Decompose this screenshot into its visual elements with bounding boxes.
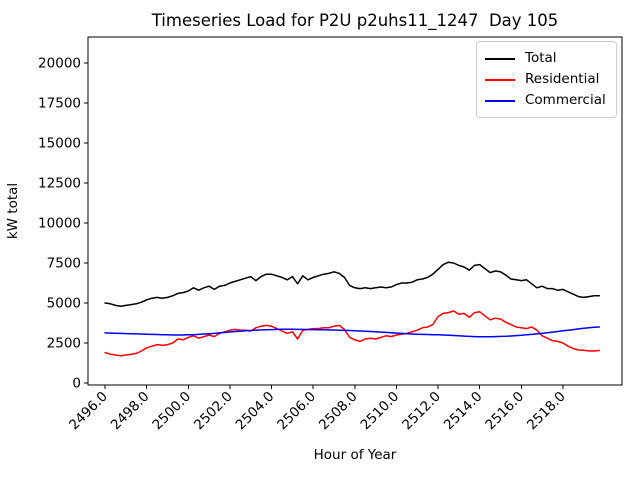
y-tick-label: 12500 <box>38 176 81 192</box>
series-line-commercial <box>104 326 601 338</box>
x-tick-label: 2506.0 <box>274 389 319 434</box>
y-tick-label: 7500 <box>47 256 81 272</box>
y-axis-label: kW total <box>5 182 21 240</box>
y-tick-label: 10000 <box>38 216 81 232</box>
y-tick-label: 5000 <box>47 296 81 312</box>
legend-item-residential: Residential <box>485 69 608 90</box>
x-tick-label: 2508.0 <box>316 389 361 434</box>
x-tick-label: 2512.0 <box>399 389 444 434</box>
x-tick-label: 2502.0 <box>191 389 236 434</box>
y-tick-label: 2500 <box>47 336 81 352</box>
x-tick-label: 2498.0 <box>108 389 153 434</box>
x-tick-label: 2500.0 <box>149 389 194 434</box>
legend-label-total: Total <box>525 50 557 66</box>
legend-label-residential: Residential <box>525 71 600 87</box>
series-line-residential <box>104 310 601 357</box>
x-tick-label: 2518.0 <box>524 389 569 434</box>
y-tick-label: 17500 <box>38 96 81 112</box>
legend-label-commercial: Commercial <box>525 92 606 108</box>
x-tick-label: 2504.0 <box>233 389 278 434</box>
x-tick-label: 2514.0 <box>441 389 486 434</box>
legend-item-commercial: Commercial <box>485 90 608 111</box>
x-tick-label: 2516.0 <box>482 389 527 434</box>
y-tick-label: 20000 <box>38 56 81 72</box>
x-tick-label: 2510.0 <box>358 389 403 434</box>
legend-line-sample-commercial <box>485 99 515 102</box>
legend: Total Residential Commercial <box>476 41 617 118</box>
chart-title: Timeseries Load for P2U p2uhs11_1247 Day… <box>151 11 559 30</box>
x-tick-label: 2496.0 <box>66 389 111 434</box>
legend-line-sample-residential <box>485 78 515 81</box>
y-tick-label: 15000 <box>38 136 81 152</box>
y-tick-label: 0 <box>72 376 81 392</box>
x-axis-label: Hour of Year <box>313 447 397 463</box>
legend-item-total: Total <box>485 48 608 69</box>
series-line-total <box>104 261 601 307</box>
legend-line-sample-total <box>485 57 515 60</box>
